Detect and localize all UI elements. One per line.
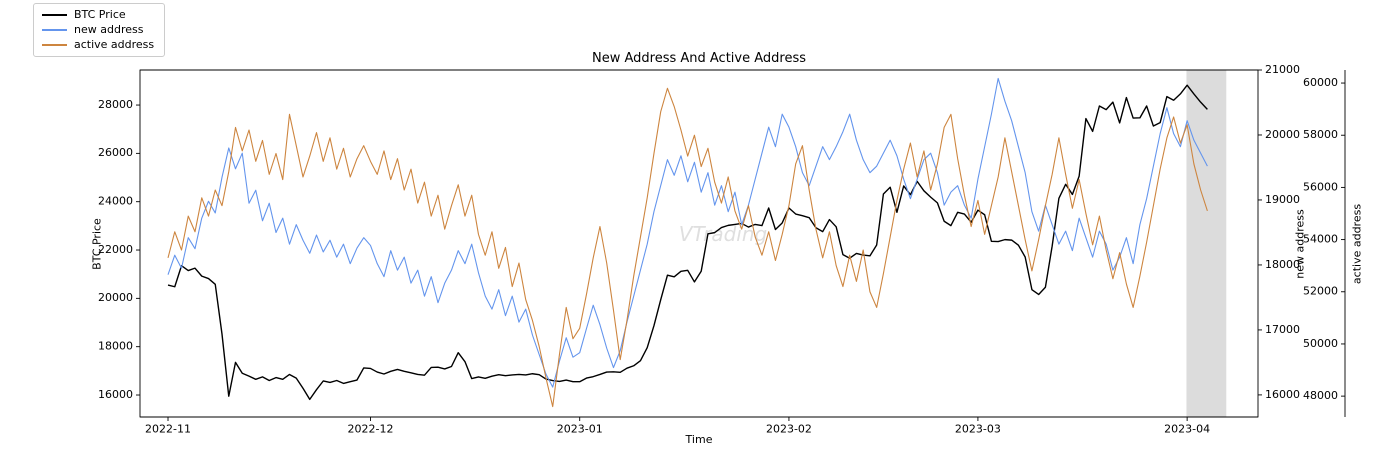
legend-line-swatch-active-address bbox=[42, 44, 67, 46]
legend-line-swatch-btc bbox=[42, 14, 67, 16]
legend: BTC Price new address active address bbox=[33, 3, 166, 57]
legend-item-active-address: active address bbox=[42, 39, 154, 51]
legend-item-new-address: new address bbox=[42, 24, 154, 36]
legend-label: new address bbox=[74, 23, 144, 36]
y-axis-label-active-address: active address bbox=[1350, 203, 1364, 285]
y-axis-label-new-address: new address bbox=[1293, 209, 1307, 279]
x-axis-label-time: Time bbox=[685, 433, 713, 446]
legend-item-btc-price: BTC Price bbox=[42, 9, 154, 21]
y-axis-label-btc-price: BTC Price bbox=[90, 218, 104, 270]
legend-label: active address bbox=[74, 38, 155, 51]
legend-line-swatch-new-address bbox=[42, 29, 67, 31]
legend-label: BTC Price bbox=[74, 8, 126, 21]
chart-title: New Address And Active Address bbox=[591, 51, 807, 66]
